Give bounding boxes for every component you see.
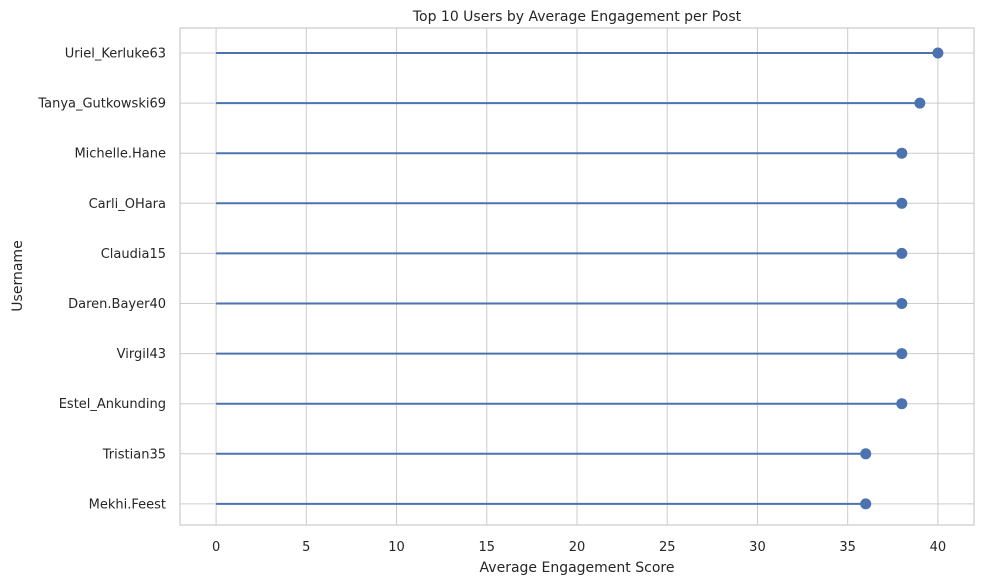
lollipop-dot bbox=[896, 148, 907, 159]
x-tick-label: 10 bbox=[388, 540, 405, 555]
x-tick-label: 40 bbox=[930, 540, 947, 555]
x-axis-label: Average Engagement Score bbox=[480, 560, 675, 576]
y-tick-label: Tristian35 bbox=[102, 447, 166, 462]
lollipop-dot bbox=[860, 448, 871, 459]
x-tick-label: 0 bbox=[212, 540, 220, 555]
y-tick-label: Mekhi.Feest bbox=[89, 497, 166, 512]
y-tick-label: Carli_OHara bbox=[89, 197, 166, 212]
y-tick-label: Virgil43 bbox=[117, 347, 166, 362]
lollipop-dot bbox=[914, 98, 925, 109]
y-tick-labels: Uriel_Kerluke63 Tanya_Gutkowski69 Michelle… bbox=[37, 47, 166, 513]
y-tick-label: Michelle.Hane bbox=[74, 147, 166, 162]
x-tick-label: 35 bbox=[839, 540, 856, 555]
lollipop-dot bbox=[932, 48, 943, 59]
x-tick-label: 15 bbox=[478, 540, 495, 555]
y-axis-label: Username bbox=[10, 240, 26, 311]
y-tick-label: Estel_Ankunding bbox=[59, 397, 166, 412]
lollipop-dot bbox=[896, 298, 907, 309]
lollipop-dot bbox=[896, 248, 907, 259]
lollipop-dot bbox=[896, 398, 907, 409]
y-tick-label: Claudia15 bbox=[101, 247, 166, 262]
y-tick-label: Uriel_Kerluke63 bbox=[65, 47, 166, 62]
x-tick-labels: 0 5 10 15 20 25 30 35 40 bbox=[212, 540, 946, 555]
x-tick-label: 30 bbox=[749, 540, 766, 555]
x-tick-label: 20 bbox=[569, 540, 586, 555]
y-tick-label: Tanya_Gutkowski69 bbox=[37, 97, 166, 112]
y-tick-label: Daren.Bayer40 bbox=[68, 297, 166, 312]
x-tick-label: 5 bbox=[302, 540, 310, 555]
x-tick-label: 25 bbox=[659, 540, 676, 555]
chart-title: Top 10 Users by Average Engagement per P… bbox=[412, 9, 742, 25]
lollipop-dot bbox=[896, 348, 907, 359]
lollipop-dot bbox=[896, 198, 907, 209]
lollipop-dot bbox=[860, 498, 871, 509]
dots-layer bbox=[860, 48, 943, 510]
